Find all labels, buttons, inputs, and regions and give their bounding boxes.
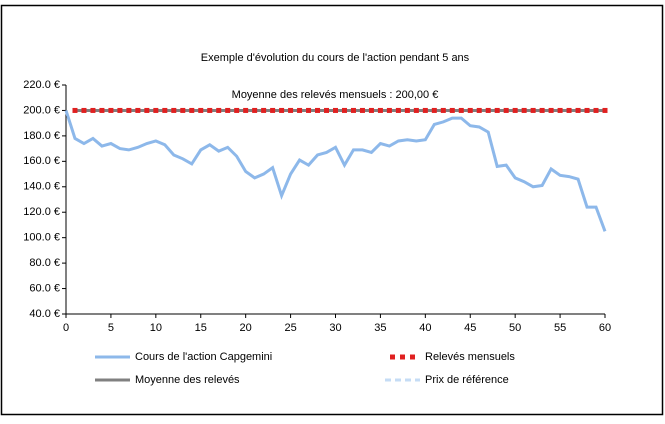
legend-label: Relevés mensuels [425,351,515,363]
y-tick-label: 40.0 € [29,308,60,320]
marker [90,107,96,113]
legend-swatch [390,354,395,360]
y-tick-label: 60.0 € [29,282,60,294]
marker [422,107,428,113]
x-tick-label: 5 [108,322,114,334]
x-tick-label: 40 [419,322,431,334]
legend-label: Prix de référence [425,374,509,386]
marker [593,107,599,113]
marker [485,107,491,113]
marker [449,107,455,113]
marker [503,107,509,113]
marker [72,107,78,113]
y-tick-label: 100.0 € [23,232,60,244]
marker [261,107,267,113]
marker [377,107,383,113]
marker [117,107,123,113]
marker [153,107,159,113]
annotation: Moyenne des relevés mensuels : 200,00 € [232,89,439,101]
x-tick-label: 0 [63,322,69,334]
x-tick-label: 15 [195,322,207,334]
marker [279,107,285,113]
marker [315,107,321,113]
marker [440,107,446,113]
x-tick-label: 60 [599,322,611,334]
marker [198,107,204,113]
y-tick-label: 80.0 € [29,257,60,269]
y-tick-label: 220.0 € [23,79,60,91]
marker [494,107,500,113]
marker [108,107,114,113]
marker [324,107,330,113]
marker [431,107,437,113]
marker [171,107,177,113]
marker [530,107,536,113]
chart-border [0,4,664,416]
marker [512,107,518,113]
marker [306,107,312,113]
chart-title: Exemple d'évolution du cours de l'action… [201,52,470,64]
marker [368,107,374,113]
marker [252,107,258,113]
marker [386,107,392,113]
marker [81,107,87,113]
marker [521,107,527,113]
marker [395,107,401,113]
marker [584,107,590,113]
x-tick-label: 45 [464,322,476,334]
marker [207,107,213,113]
marker [548,107,554,113]
marker [180,107,186,113]
y-tick-label: 160.0 € [23,155,60,167]
x-tick-label: 10 [150,322,162,334]
marker [557,107,563,113]
marker [333,107,338,113]
marker [162,107,168,113]
marker [602,107,608,113]
marker [288,107,294,113]
legend-label: Moyenne des relevés [135,374,240,386]
x-tick-label: 30 [329,322,341,334]
y-tick-label: 120.0 € [23,206,60,218]
marker [350,107,356,113]
y-tick-label: 140.0 € [23,181,60,193]
marker [413,107,419,113]
marker [216,107,222,113]
legend-swatch [410,354,415,360]
marker [566,107,572,113]
marker [539,107,545,113]
marker [575,107,581,113]
marker [234,107,240,113]
y-tick-label: 200.0 € [23,104,60,116]
marker [476,107,482,113]
marker [243,107,249,113]
x-tick-label: 35 [374,322,386,334]
marker [225,107,231,113]
marker [126,107,132,113]
marker [135,107,141,113]
marker [189,107,195,113]
marker [467,107,473,113]
legend-label: Cours de l'action Capgemini [135,351,272,363]
marker [144,107,150,113]
marker [341,107,347,113]
marker [99,107,105,113]
series-line [64,109,607,232]
legend-swatch [400,354,405,360]
marker [359,107,365,113]
y-tick-label: 180.0 € [23,130,60,142]
marker [297,107,303,113]
x-tick-label: 55 [554,322,566,334]
marker [404,107,410,113]
x-tick-label: 20 [240,322,252,334]
marker [458,107,464,113]
marker [270,107,276,113]
x-tick-label: 25 [284,322,296,334]
x-tick-label: 50 [509,322,521,334]
